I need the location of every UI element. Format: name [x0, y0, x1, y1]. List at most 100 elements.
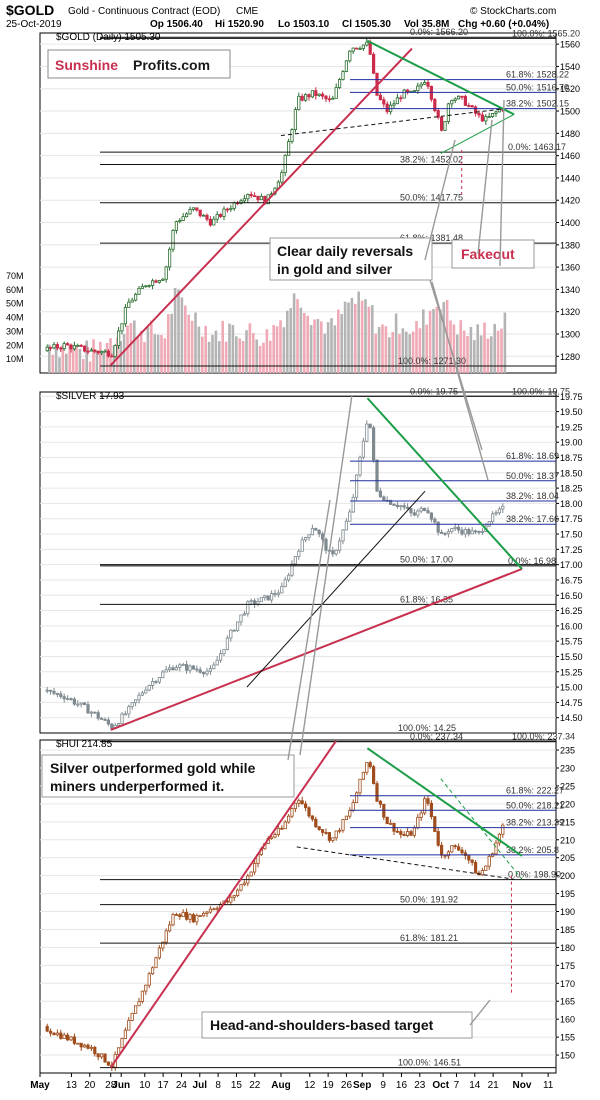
volume-bar — [241, 341, 245, 373]
price-candle — [59, 347, 63, 350]
price-candle — [235, 889, 240, 897]
price-candle — [412, 512, 417, 516]
x-tick-label: 17 — [158, 1080, 170, 1091]
price-candle — [365, 41, 369, 46]
x-tick-label: Oct — [432, 1080, 449, 1091]
volume-bar — [282, 327, 286, 373]
price-candle — [171, 230, 175, 250]
volume-bar — [435, 306, 439, 373]
price-candle — [365, 423, 369, 442]
x-tick-label: 12 — [304, 1080, 316, 1091]
volume-bar — [92, 339, 95, 373]
y-tick-label: 1540 — [560, 62, 580, 72]
price-candle — [375, 459, 379, 492]
volume-bar — [88, 361, 92, 373]
price-candle — [266, 595, 270, 601]
y-tick-label: 205 — [560, 853, 575, 863]
price-candle — [93, 349, 97, 352]
price-candle — [174, 667, 178, 671]
volume-bar — [156, 334, 160, 373]
silver-support-line — [110, 567, 523, 731]
fib-label: 0.0%: 1463.17 — [508, 142, 566, 152]
price-candle — [307, 807, 311, 817]
x-tick-label: 24 — [176, 1080, 188, 1091]
price-candle — [167, 248, 172, 268]
price-candle — [69, 344, 73, 350]
y-tick-label: 15.50 — [560, 652, 583, 662]
y-tick-label: 155 — [560, 1033, 575, 1043]
volume-bar — [483, 322, 486, 373]
price-candle — [324, 95, 328, 100]
gold-resistance-line — [366, 39, 515, 116]
price-candle — [62, 696, 66, 700]
price-candle — [443, 533, 447, 535]
volume-bar — [201, 336, 204, 373]
price-candle — [365, 762, 369, 773]
fib-label: 50.0%: 191.92 — [400, 895, 458, 905]
volume-bar — [469, 326, 473, 373]
volume-bar — [279, 320, 282, 373]
price-candle — [252, 600, 257, 605]
price-candle — [331, 837, 335, 841]
price-candle — [249, 871, 253, 877]
price-candle — [195, 207, 199, 211]
volume-bar — [476, 324, 479, 373]
price-candle — [147, 685, 151, 691]
price-candle — [66, 698, 70, 700]
brand-word-2: Profits.com — [133, 57, 210, 73]
volume-bar — [360, 300, 364, 373]
hui-legend: $HUI 214.85 — [56, 739, 113, 750]
price-candle — [307, 534, 311, 538]
volume-bar — [490, 336, 493, 373]
price-candle — [419, 507, 423, 512]
x-tick-label: 16 — [396, 1080, 408, 1091]
volume-bar — [139, 330, 143, 373]
price-candle — [181, 912, 185, 918]
volume-bar — [48, 344, 51, 373]
price-candle — [269, 593, 274, 601]
volume-bar — [51, 354, 54, 373]
x-tick-label: 11 — [543, 1080, 554, 1091]
callout-line — [424, 139, 456, 261]
price-candle — [123, 307, 127, 325]
price-candle — [171, 667, 175, 671]
y-tick-label: 1280 — [560, 352, 580, 362]
y-tick-label: 14.75 — [560, 698, 583, 708]
volume-bar — [65, 353, 68, 373]
price-candle — [358, 48, 362, 50]
price-candle — [402, 505, 406, 508]
price-candle — [45, 1025, 49, 1032]
gold-panel: 1280 1300 1320 1340 1360 1380 1400 1420 1440 1460… — [6, 27, 580, 374]
price-candle — [130, 702, 134, 708]
price-candle — [157, 947, 161, 959]
price-candle — [127, 301, 131, 308]
volume-bar — [252, 333, 255, 373]
price-candle — [344, 520, 349, 531]
price-candle — [120, 713, 124, 725]
y-tick-label: 18.75 — [560, 453, 583, 463]
chart-exchange: CME — [236, 6, 259, 17]
volume-bar — [442, 302, 445, 373]
price-candle — [487, 855, 491, 867]
price-candle — [463, 852, 468, 856]
price-candle — [354, 474, 359, 498]
price-candle — [198, 209, 202, 217]
volume-bar — [415, 321, 418, 373]
price-candle — [222, 208, 226, 217]
price-candle — [154, 280, 158, 283]
price-candle — [399, 97, 403, 100]
price-candle — [402, 89, 406, 99]
brand-logo: Sunshine Profits.com — [47, 49, 231, 79]
price-candle — [276, 827, 281, 836]
price-candle — [307, 94, 311, 98]
price-candle — [388, 499, 393, 505]
y-tick-label: 1380 — [560, 240, 580, 250]
price-candle — [300, 95, 304, 101]
volume-bar — [54, 347, 58, 373]
volume-bar — [340, 314, 343, 373]
volume-bar — [150, 320, 153, 373]
y-tick-label: 1320 — [560, 307, 580, 317]
price-candle — [232, 202, 236, 209]
volume-bar — [354, 303, 357, 373]
x-tick-label: 10 — [139, 1080, 151, 1091]
